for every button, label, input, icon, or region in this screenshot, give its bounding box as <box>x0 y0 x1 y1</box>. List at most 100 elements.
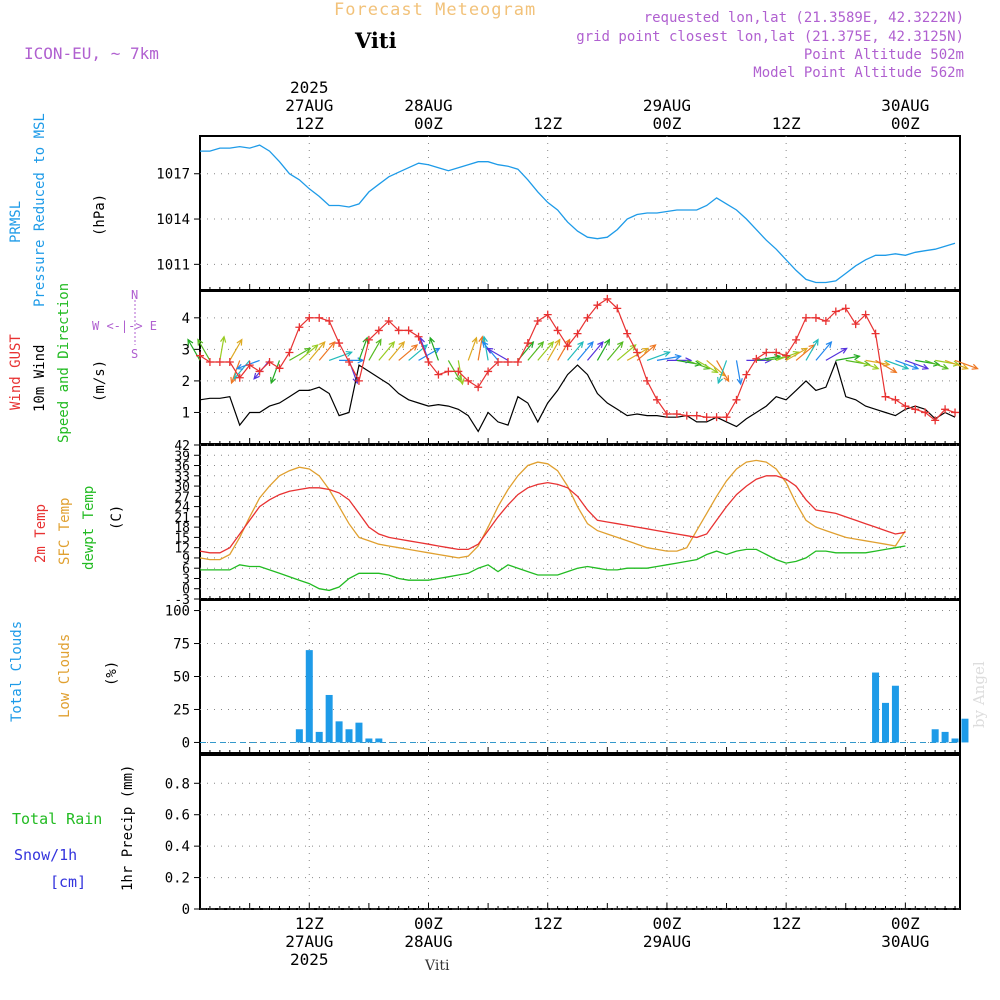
wind-gust-marker <box>752 354 761 363</box>
wind-gust-marker <box>911 405 920 414</box>
wind-direction-arrowhead <box>717 376 724 385</box>
wind-direction-arrowhead <box>629 344 637 351</box>
wind-direction-arrow <box>606 341 624 361</box>
wind-direction-arrow <box>388 341 405 361</box>
wind-direction-arrowhead <box>663 350 671 357</box>
wind-direction-arrow <box>756 355 781 361</box>
wind-direction-arrow <box>547 339 561 361</box>
wind-direction-arrow <box>289 347 311 361</box>
y-tick-label: 24 <box>174 501 190 516</box>
panel-frame-pressure <box>199 135 961 291</box>
wind-direction-arrowhead <box>649 344 657 351</box>
wind-gust-marker <box>682 411 691 420</box>
bottom-time-label: 00Z <box>891 914 920 933</box>
wind-direction-arrow <box>457 360 464 385</box>
y-tick-label: 1014 <box>156 212 190 228</box>
wind-direction-arrow <box>308 341 326 361</box>
y-tick-label: 33 <box>174 470 190 485</box>
wind-direction-arrowhead <box>458 378 465 386</box>
wind-direction-arrowhead <box>694 360 702 367</box>
wind-direction-arrowhead <box>853 354 861 361</box>
wind-gust-marker <box>404 326 413 335</box>
total-clouds-bar <box>891 685 899 743</box>
wind-direction-arrowhead <box>617 340 624 348</box>
top-time-label: 2025 <box>290 78 329 97</box>
wind-direction-arrowhead <box>253 372 260 380</box>
wind-direction-arrowhead <box>433 347 441 354</box>
wind-gust-marker <box>325 316 334 325</box>
y-tick-label: 0.6 <box>165 808 190 824</box>
wind-gust-marker <box>484 367 493 376</box>
wind-gust-marker <box>345 357 354 366</box>
wind-direction-arrowhead <box>481 340 489 348</box>
wind-direction-arrowhead <box>812 338 819 346</box>
wind-direction-arrow <box>656 355 681 361</box>
y-tick-label: 3 <box>182 342 190 358</box>
wind-direction-arrow <box>735 360 742 385</box>
wind-direction-arrow <box>865 359 890 366</box>
wind-direction-arrow <box>636 344 656 361</box>
requested-coords: requested lon,lat (21.3589E, 42.3222N) <box>643 10 964 26</box>
wind-gust-marker <box>225 357 234 366</box>
wind-gust-marker <box>851 320 860 329</box>
top-time-label: 27AUG <box>285 96 333 115</box>
wind-direction-arrow <box>646 351 670 361</box>
wind-gust-marker <box>196 351 204 360</box>
wind-gust-marker <box>235 373 244 382</box>
wind-gust-marker <box>474 383 483 392</box>
wind-direction-arrow <box>483 336 489 361</box>
bottom-time-label: 27AUG <box>285 932 333 951</box>
location-title: Viti <box>355 28 397 53</box>
wind-direction-arrowhead <box>388 340 396 348</box>
wind-direction-arrowhead <box>471 336 478 344</box>
wind-direction-arrow <box>477 336 483 361</box>
wind-direction-arrowhead <box>577 340 584 348</box>
wind-direction-arrowhead <box>328 340 336 348</box>
wind-gust-marker <box>523 339 532 348</box>
wind-direction-arrowhead <box>547 340 555 348</box>
wind-gust-marker <box>593 301 602 310</box>
wind-gust-marker <box>215 357 224 366</box>
wind-gust-marker <box>861 310 870 319</box>
wind-direction-arrowhead <box>800 347 809 354</box>
wind-direction-arrowhead <box>345 350 353 357</box>
wind-direction-arrowhead <box>911 363 920 370</box>
wind-direction-arrowhead <box>597 340 604 348</box>
wind-direction-arrow <box>368 339 382 361</box>
wind-gust-marker <box>295 323 304 332</box>
total-clouds-bar <box>325 694 333 743</box>
wind-gust-marker <box>583 313 592 322</box>
y-tick-label: 0 <box>182 735 190 751</box>
wind-gust-marker <box>762 348 771 357</box>
wind-gust-marker <box>951 408 960 417</box>
total-clouds-bar <box>305 650 313 743</box>
y-tick-label: 30 <box>174 480 190 495</box>
wind-direction-arrowhead <box>961 363 969 370</box>
top-time-label: 00Z <box>891 114 920 133</box>
wind-gust-marker <box>901 402 910 411</box>
wind-direction-arrowhead <box>932 360 941 367</box>
wind-gust-marker <box>881 392 890 401</box>
wind-gust-marker <box>722 413 731 422</box>
wind-gust-marker <box>315 313 324 322</box>
y-tick-label: 0.2 <box>165 871 190 887</box>
wind-direction-arrowhead <box>890 367 898 374</box>
wind-gust-marker <box>831 307 840 316</box>
wind-gust-marker <box>921 408 930 417</box>
wind-direction-arrowhead <box>220 335 227 343</box>
wind-gust-marker <box>374 326 383 335</box>
footer-location: Viti <box>425 958 450 974</box>
wind-speed-line <box>199 360 956 433</box>
model-label: ICON-EU, ~ 7km <box>24 44 159 63</box>
y-tick-label: 6 <box>182 562 190 577</box>
wind-direction-arrow <box>527 341 544 361</box>
sfc-temp-line <box>199 459 906 561</box>
y-tick-label: 0.8 <box>165 776 190 792</box>
wind-direction-arrowhead <box>230 376 237 385</box>
gust-label: Wind GUST <box>8 334 24 410</box>
wind-gust-marker <box>454 367 463 376</box>
wind-gust-marker <box>792 335 801 344</box>
wind-direction-arrowhead <box>902 363 910 370</box>
compass-n: N <box>131 288 139 302</box>
wind-gust-marker <box>662 410 671 419</box>
